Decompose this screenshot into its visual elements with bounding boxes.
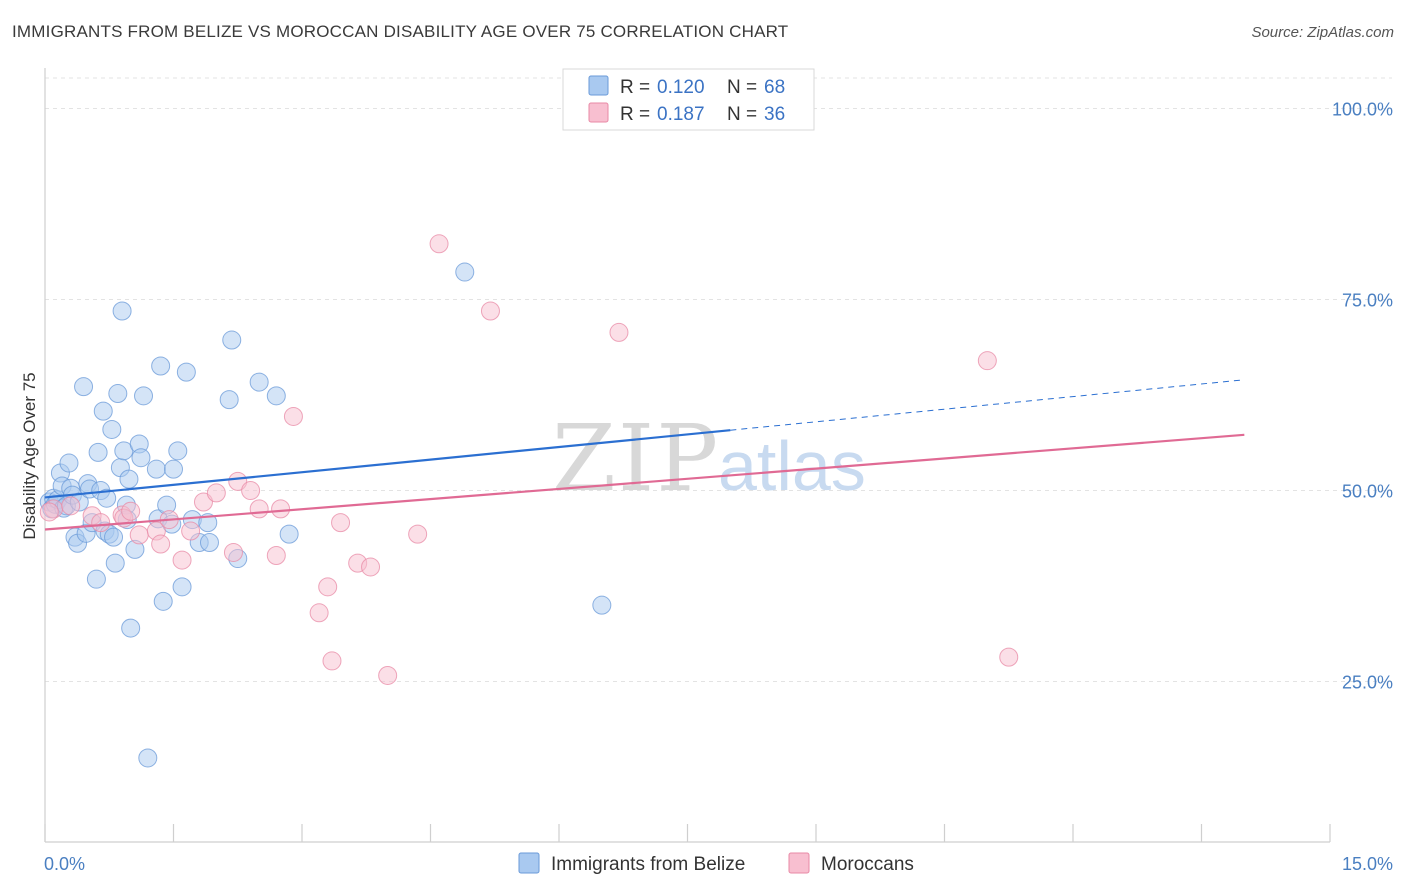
point-moroccans [271, 499, 291, 519]
correlation-legend: R = 0.120 N = 68 R = 0.187 N = 36 [562, 68, 815, 131]
point-belize [164, 459, 183, 479]
point-belize [74, 377, 94, 397]
legend-n-value-moroccans: 36 [764, 104, 785, 125]
point-moroccans [181, 521, 201, 541]
point-belize [131, 448, 151, 468]
y-tick-label: 25.0% [1342, 673, 1393, 693]
point-belize [153, 591, 173, 611]
point-belize [121, 618, 141, 638]
trend-lines [44, 379, 1245, 531]
point-moroccans [91, 513, 111, 533]
legend-n-label-belize: N = [727, 77, 757, 98]
legend-n-value-belize: 68 [764, 77, 785, 98]
point-belize [198, 513, 218, 533]
watermark-zip: ZIP [552, 405, 720, 512]
point-belize [119, 469, 139, 489]
y-axis-title: Disability Age Over 75 [20, 372, 39, 539]
point-moroccans [408, 524, 428, 544]
point-belize [146, 459, 166, 479]
point-moroccans [322, 651, 342, 671]
legend-r-value-moroccans: 0.187 [657, 104, 705, 125]
series-legend-label-belize: Immigrants from Belize [551, 854, 745, 875]
point-belize [138, 748, 158, 768]
legend-r-label-belize: R = [620, 77, 650, 98]
point-moroccans [39, 502, 59, 522]
point-moroccans [309, 603, 329, 623]
point-moroccans [318, 577, 338, 597]
trend-line-belize [44, 429, 731, 499]
point-moroccans [977, 351, 997, 371]
series-legend-swatch-belize [518, 852, 540, 874]
y-tick-labels: 100.0% 75.0% 50.0% 25.0% [1332, 100, 1393, 693]
legend-n-label-moroccans: N = [727, 104, 757, 125]
point-moroccans [129, 525, 149, 545]
series-legend-swatch-moroccans [788, 852, 810, 874]
point-moroccans [361, 557, 381, 577]
x-tick-label: 0.0% [44, 854, 85, 874]
point-moroccans [223, 542, 243, 562]
point-moroccans [378, 665, 398, 685]
point-belize [249, 372, 269, 392]
point-belize [105, 553, 125, 573]
point-moroccans [266, 546, 286, 565]
series-legend-label-moroccans: Moroccans [821, 854, 914, 875]
point-belize [97, 488, 117, 508]
point-belize [86, 569, 106, 589]
point-belize [108, 384, 128, 404]
grid [45, 77, 1392, 683]
point-belize [199, 533, 219, 553]
trend-line-moroccans [44, 433, 1245, 531]
legend-r-label-moroccans: R = [620, 104, 650, 125]
point-moroccans [609, 322, 629, 342]
point-belize [266, 386, 286, 406]
point-moroccans [480, 301, 500, 321]
series-legend: Immigrants from Belize Moroccans [518, 852, 914, 875]
point-belize [455, 262, 475, 282]
point-moroccans [172, 550, 192, 570]
point-belize [102, 419, 122, 439]
data-points [39, 234, 1019, 768]
point-belize [151, 356, 171, 376]
axes [44, 68, 1331, 843]
y-tick-label: 50.0% [1342, 482, 1393, 502]
point-moroccans [228, 471, 248, 491]
point-moroccans [249, 499, 269, 519]
chart-source: Source: ZipAtlas.com [1251, 24, 1394, 41]
point-moroccans [121, 501, 141, 521]
point-belize [222, 330, 242, 350]
point-belize [59, 453, 79, 473]
point-moroccans [206, 483, 226, 503]
legend-swatch-belize [588, 75, 609, 96]
point-belize [93, 401, 113, 421]
point-moroccans [331, 513, 351, 533]
point-moroccans [193, 492, 213, 512]
point-moroccans [429, 234, 449, 254]
point-belize [112, 301, 132, 321]
point-belize [176, 362, 196, 382]
point-moroccans [151, 534, 171, 554]
point-belize [592, 595, 612, 615]
point-belize [279, 524, 299, 544]
point-belize [172, 577, 192, 597]
point-moroccans [283, 406, 303, 426]
chart-title: IMMIGRANTS FROM BELIZE VS MOROCCAN DISAB… [12, 22, 789, 41]
point-belize [219, 390, 239, 410]
y-tick-label: 100.0% [1332, 100, 1393, 120]
point-belize [104, 527, 124, 547]
x-tick-label: 15.0% [1342, 854, 1393, 874]
legend-r-value-belize: 0.120 [657, 77, 705, 98]
point-moroccans [61, 496, 81, 516]
legend-swatch-moroccans [588, 102, 609, 123]
point-belize [168, 441, 188, 461]
point-belize [88, 442, 108, 462]
x-tick-labels: 0.0% 15.0% [44, 854, 1393, 874]
y-tick-label: 75.0% [1342, 291, 1393, 311]
point-moroccans [999, 647, 1019, 667]
point-belize [134, 386, 154, 406]
trend-line-belize-extension [730, 379, 1245, 431]
point-moroccans [241, 481, 261, 501]
